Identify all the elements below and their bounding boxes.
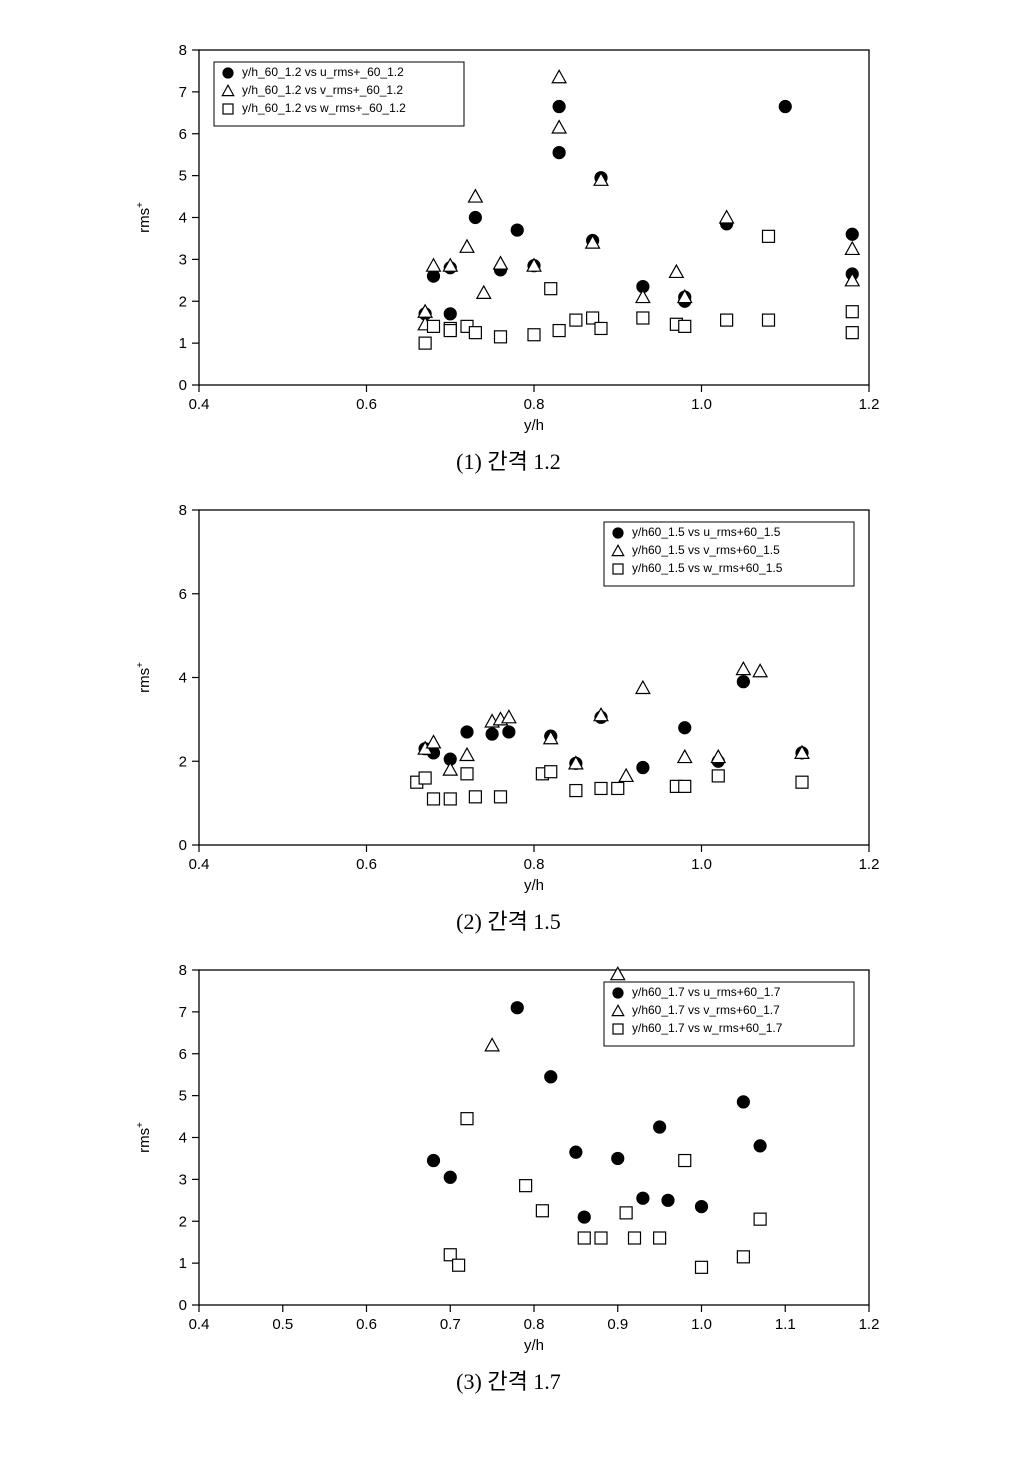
svg-text:rms+: rms+ [135, 662, 153, 693]
chart-panel-c3: 0.4 0.5 0.6 0.7 0.8 0.9 1.0 1.1 1.2 0 1 2 3 4 5 6 7 8 y/h r… [129, 960, 889, 1396]
svg-text:0.4: 0.4 [188, 396, 209, 413]
svg-text:1.2: 1.2 [858, 396, 879, 413]
svg-text:0.6: 0.6 [356, 396, 377, 413]
svg-text:y/h: y/h [523, 877, 543, 894]
chart-panel-c2: 0.4 0.6 0.8 1.0 1.2 0 2 4 6 8 y/h rms+ y/h60_1.5 vs … [129, 500, 889, 936]
svg-text:0.6: 0.6 [356, 856, 377, 873]
svg-text:7: 7 [178, 1004, 186, 1021]
svg-text:1: 1 [178, 335, 186, 352]
svg-text:3: 3 [178, 251, 186, 268]
svg-text:4: 4 [178, 210, 186, 227]
svg-text:y/h_60_1.2 vs w_rms+_60_1.2: y/h_60_1.2 vs w_rms+_60_1.2 [242, 101, 406, 115]
svg-text:0.8: 0.8 [523, 856, 544, 873]
chart-caption: (1) 간격 1.2 [129, 444, 889, 476]
svg-text:1.2: 1.2 [858, 856, 879, 873]
svg-text:y/h60_1.7 vs v_rms+60_1.7: y/h60_1.7 vs v_rms+60_1.7 [632, 1003, 780, 1017]
svg-text:0: 0 [178, 1297, 186, 1314]
svg-text:2: 2 [178, 753, 186, 770]
svg-text:3: 3 [178, 1171, 186, 1188]
svg-text:y/h60_1.5 vs v_rms+60_1.5: y/h60_1.5 vs v_rms+60_1.5 [632, 543, 780, 557]
svg-text:8: 8 [178, 502, 186, 519]
svg-text:0.4: 0.4 [188, 856, 209, 873]
svg-text:4: 4 [178, 670, 186, 687]
svg-text:y/h60_1.5 vs w_rms+60_1.5: y/h60_1.5 vs w_rms+60_1.5 [632, 561, 783, 575]
scatter-chart: 0.4 0.5 0.6 0.7 0.8 0.9 1.0 1.1 1.2 0 1 2 3 4 5 6 7 8 y/h r… [129, 960, 889, 1360]
svg-text:0.8: 0.8 [523, 396, 544, 413]
svg-text:y/h_60_1.2 vs u_rms+_60_1.2: y/h_60_1.2 vs u_rms+_60_1.2 [242, 65, 404, 79]
svg-text:4: 4 [178, 1130, 186, 1147]
svg-text:1.1: 1.1 [774, 1316, 795, 1333]
svg-text:rms+: rms+ [135, 202, 153, 233]
svg-text:1: 1 [178, 1255, 186, 1272]
svg-text:0.9: 0.9 [607, 1316, 628, 1333]
svg-text:0: 0 [178, 377, 186, 394]
chart-caption: (2) 간격 1.5 [129, 904, 889, 936]
svg-text:2: 2 [178, 1213, 186, 1230]
svg-text:6: 6 [178, 586, 186, 603]
svg-text:y/h60_1.7 vs u_rms+60_1.7: y/h60_1.7 vs u_rms+60_1.7 [632, 985, 781, 999]
svg-text:5: 5 [178, 1088, 186, 1105]
svg-text:y/h60_1.5 vs u_rms+60_1.5: y/h60_1.5 vs u_rms+60_1.5 [632, 525, 781, 539]
svg-text:y/h_60_1.2 vs v_rms+_60_1.2: y/h_60_1.2 vs v_rms+_60_1.2 [242, 83, 403, 97]
svg-text:0.7: 0.7 [439, 1316, 460, 1333]
svg-text:rms+: rms+ [135, 1122, 153, 1153]
scatter-chart: 0.4 0.6 0.8 1.0 1.2 0 2 4 6 8 y/h rms+ y/h60_1.5 vs … [129, 500, 889, 900]
svg-text:2: 2 [178, 293, 186, 310]
svg-text:1.0: 1.0 [691, 1316, 712, 1333]
svg-text:7: 7 [178, 84, 186, 101]
svg-text:8: 8 [178, 42, 186, 59]
svg-text:6: 6 [178, 126, 186, 143]
svg-text:0.8: 0.8 [523, 1316, 544, 1333]
svg-text:8: 8 [178, 962, 186, 979]
svg-text:1.0: 1.0 [691, 856, 712, 873]
svg-text:y/h: y/h [523, 417, 543, 434]
svg-text:y/h60_1.7 vs w_rms+60_1.7: y/h60_1.7 vs w_rms+60_1.7 [632, 1021, 783, 1035]
svg-text:y/h: y/h [523, 1337, 543, 1354]
svg-text:1.0: 1.0 [691, 396, 712, 413]
svg-text:5: 5 [178, 168, 186, 185]
svg-text:0: 0 [178, 837, 186, 854]
svg-text:0.4: 0.4 [188, 1316, 209, 1333]
svg-text:0.6: 0.6 [356, 1316, 377, 1333]
scatter-chart: 0.4 0.6 0.8 1.0 1.2 0 1 2 3 4 5 6 7 8 y/h rms+ y/h_60_1.… [129, 40, 889, 440]
svg-text:1.2: 1.2 [858, 1316, 879, 1333]
chart-caption: (3) 간격 1.7 [129, 1364, 889, 1396]
svg-text:0.5: 0.5 [272, 1316, 293, 1333]
chart-panel-c1: 0.4 0.6 0.8 1.0 1.2 0 1 2 3 4 5 6 7 8 y/h rms+ y/h_60_1.… [129, 40, 889, 476]
svg-text:6: 6 [178, 1046, 186, 1063]
